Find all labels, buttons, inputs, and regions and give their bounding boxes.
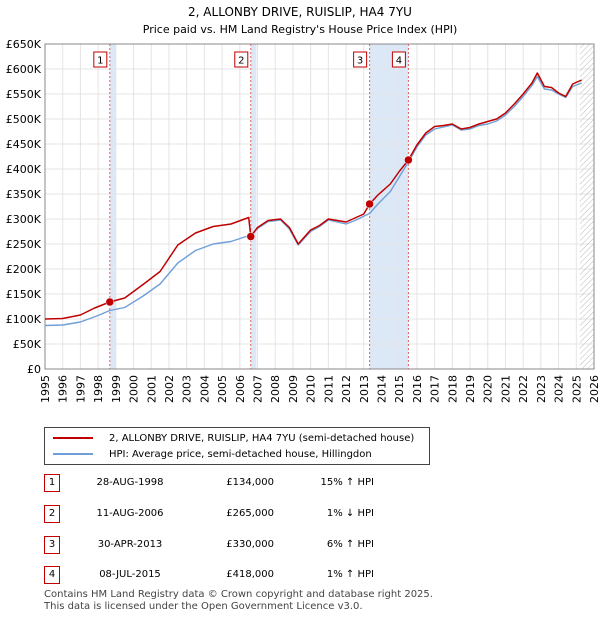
transaction-label-box bbox=[234, 51, 249, 68]
price-chart: 2, ALLONBY DRIVE, RUISLIP, HA4 7YU Price … bbox=[6, 5, 600, 403]
x-tick-label: 2015 bbox=[393, 375, 406, 403]
transaction-label-box bbox=[391, 51, 406, 68]
transaction-point bbox=[105, 297, 115, 307]
legend-label-property: 2, ALLONBY DRIVE, RUISLIP, HA4 7YU (semi… bbox=[109, 432, 415, 444]
x-tick-label: 2017 bbox=[429, 375, 442, 403]
y-tick-label: £500K bbox=[6, 113, 42, 126]
y-tick-label: £50K bbox=[13, 338, 42, 351]
transaction-price: £265,000 bbox=[226, 508, 274, 519]
x-tick-label: 2023 bbox=[535, 375, 548, 403]
y-tick-label: £550K bbox=[6, 88, 42, 101]
y-tick-label: £200K bbox=[6, 263, 42, 276]
legend-swatch-property bbox=[53, 437, 93, 439]
x-tick-label: 1998 bbox=[92, 375, 105, 403]
transaction-price: £330,000 bbox=[226, 539, 274, 550]
y-tick-label: £600K bbox=[6, 63, 42, 76]
y-tick-label: £300K bbox=[6, 213, 42, 226]
y-tick-label: £150K bbox=[6, 288, 42, 301]
transaction-badge: 4 bbox=[44, 566, 60, 584]
transaction-row: 4 08-JUL-2015 £418,000 1% ↑ HPI bbox=[44, 566, 444, 586]
transaction-hpi-diff: 6% ↑ HPI bbox=[326, 539, 374, 550]
y-tick-label: £650K bbox=[6, 38, 42, 51]
transaction-point bbox=[246, 232, 256, 241]
chart-legend: 2, ALLONBY DRIVE, RUISLIP, HA4 7YU (semi… bbox=[44, 427, 430, 465]
x-tick-label: 2003 bbox=[181, 375, 194, 403]
legend-swatch-hpi bbox=[53, 453, 93, 455]
series-line-property bbox=[44, 72, 582, 320]
transaction-label: 3 bbox=[357, 56, 363, 67]
transaction-date: 28-AUG-1998 bbox=[96, 477, 164, 488]
x-tick-label: 2002 bbox=[163, 375, 176, 403]
x-tick-label: 2016 bbox=[411, 375, 424, 403]
y-tick-label: £350K bbox=[6, 188, 42, 201]
highlight-band bbox=[250, 44, 257, 369]
transaction-label-box bbox=[353, 51, 368, 68]
x-tick-label: 2021 bbox=[499, 375, 512, 403]
x-tick-label: 2006 bbox=[234, 375, 247, 403]
x-tick-label: 2019 bbox=[464, 375, 477, 403]
transaction-label: 1 bbox=[97, 56, 103, 67]
x-tick-label: 2024 bbox=[553, 375, 566, 403]
transaction-badge: 3 bbox=[44, 536, 60, 554]
plot-frame bbox=[44, 43, 595, 370]
x-tick-label: 1997 bbox=[74, 375, 87, 403]
y-tick-label: £400K bbox=[6, 163, 42, 176]
y-tick-label: £0 bbox=[27, 363, 41, 376]
transaction-point bbox=[404, 155, 413, 165]
chart-title: 2, ALLONBY DRIVE, RUISLIP, HA4 7YU bbox=[188, 5, 412, 19]
y-tick-label: £450K bbox=[6, 138, 42, 151]
transaction-date: 08-JUL-2015 bbox=[99, 569, 161, 580]
legend-item-hpi: HPI: Average price, semi-detached house,… bbox=[53, 446, 372, 462]
x-tick-label: 1996 bbox=[57, 375, 70, 403]
transaction-hpi-diff: 15% ↑ HPI bbox=[320, 477, 374, 488]
x-tick-label: 2004 bbox=[198, 375, 211, 403]
transaction-row: 2 11-AUG-2006 £265,000 1% ↓ HPI bbox=[44, 505, 444, 525]
transaction-point bbox=[365, 199, 374, 209]
transaction-badge: 1 bbox=[44, 474, 60, 492]
x-tick-label: 1995 bbox=[39, 375, 52, 403]
transaction-label: 4 bbox=[396, 56, 402, 67]
footer-line: Contains HM Land Registry data © Crown c… bbox=[44, 589, 433, 600]
transaction-hpi-diff: 1% ↓ HPI bbox=[326, 508, 374, 519]
x-tick-label: 2008 bbox=[269, 375, 282, 403]
x-tick-label: 2005 bbox=[216, 375, 229, 403]
x-tick-label: 2022 bbox=[517, 375, 530, 403]
transaction-price: £134,000 bbox=[226, 477, 274, 488]
transaction-row: 3 30-APR-2013 £330,000 6% ↑ HPI bbox=[44, 536, 444, 556]
x-tick-label: 2012 bbox=[340, 375, 353, 403]
transaction-label-box bbox=[93, 51, 108, 68]
x-tick-label: 2000 bbox=[128, 375, 141, 403]
x-tick-label: 2009 bbox=[287, 375, 300, 403]
x-tick-label: 2007 bbox=[252, 375, 265, 403]
legend-label-hpi: HPI: Average price, semi-detached house,… bbox=[109, 448, 372, 460]
y-tick-label: £100K bbox=[6, 313, 42, 326]
transaction-row: 1 28-AUG-1998 £134,000 15% ↑ HPI bbox=[44, 474, 444, 494]
x-tick-label: 1999 bbox=[110, 375, 123, 403]
transaction-date: 30-APR-2013 bbox=[97, 539, 163, 550]
footer-line: This data is licensed under the Open Gov… bbox=[44, 601, 363, 612]
x-tick-label: 2026 bbox=[588, 375, 600, 403]
forecast-region bbox=[579, 44, 594, 369]
chart-subtitle: Price paid vs. HM Land Registry's House … bbox=[143, 23, 458, 36]
series-line-hpi bbox=[44, 75, 582, 327]
transaction-date: 11-AUG-2006 bbox=[96, 508, 164, 519]
footer-attribution: Contains HM Land Registry data © Crown c… bbox=[44, 589, 433, 613]
x-tick-label: 2013 bbox=[358, 375, 371, 403]
transaction-price: £418,000 bbox=[226, 569, 274, 580]
x-tick-label: 2010 bbox=[305, 375, 318, 403]
x-tick-label: 2025 bbox=[570, 375, 583, 403]
x-tick-label: 2020 bbox=[482, 375, 495, 403]
transaction-label: 2 bbox=[238, 56, 244, 67]
x-tick-label: 2001 bbox=[145, 375, 158, 403]
y-tick-label: £250K bbox=[6, 238, 42, 251]
highlight-band bbox=[109, 44, 116, 369]
transaction-hpi-diff: 1% ↑ HPI bbox=[326, 569, 374, 580]
transaction-badge: 2 bbox=[44, 505, 60, 523]
x-tick-label: 2014 bbox=[375, 375, 388, 403]
x-tick-label: 2011 bbox=[322, 375, 335, 403]
x-tick-label: 2018 bbox=[446, 375, 459, 403]
legend-item-property: 2, ALLONBY DRIVE, RUISLIP, HA4 7YU (semi… bbox=[53, 430, 414, 446]
